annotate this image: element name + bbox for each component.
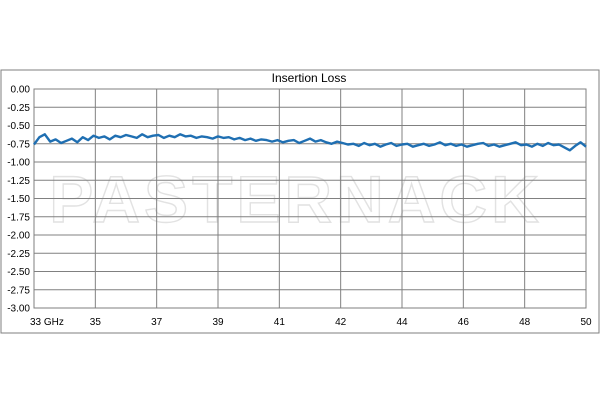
x-tick-label: 48 <box>519 317 531 328</box>
y-tick-label: -1.75 <box>7 212 30 223</box>
y-axis-tick-labels: 0.00 -0.25 -0.50 -0.75 -1.00 -1.25 -1.50 -1.75 -… <box>7 85 30 315</box>
y-tick-label: -0.75 <box>7 139 30 150</box>
y-tick-label: -1.50 <box>7 194 30 205</box>
chart-title: Insertion Loss <box>272 71 347 85</box>
x-tick-label: 35 <box>90 317 102 328</box>
y-tick-label: -2.50 <box>7 267 30 278</box>
x-tick-label: 44 <box>396 317 408 328</box>
series-line <box>33 133 587 152</box>
y-tick-label: -0.25 <box>7 103 30 114</box>
y-tick-label: -2.75 <box>7 285 30 296</box>
y-tick-label: -0.50 <box>7 121 30 132</box>
y-tick-label: -3.00 <box>7 304 30 315</box>
y-tick-label: -2.00 <box>7 231 30 242</box>
chart-outer-border <box>0 69 600 334</box>
x-tick-label: 33 GHz <box>30 317 64 328</box>
y-tick-label: -1.25 <box>7 176 30 187</box>
x-tick-label: 41 <box>274 317 286 328</box>
x-tick-label: 39 <box>212 317 224 328</box>
x-axis-tick-labels: 33 GHz 35 37 39 41 42 44 46 48 50 <box>30 317 592 328</box>
x-tick-label: 42 <box>335 317 347 328</box>
plot-area-border <box>33 88 587 309</box>
series-group <box>33 133 587 152</box>
y-tick-label: -1.00 <box>7 158 30 169</box>
y-tick-label: 0.00 <box>11 85 31 96</box>
x-tick-label: 46 <box>458 317 470 328</box>
y-tick-label: -2.25 <box>7 249 30 260</box>
x-tick-label: 37 <box>151 317 163 328</box>
x-tick-label: 50 <box>580 317 592 328</box>
